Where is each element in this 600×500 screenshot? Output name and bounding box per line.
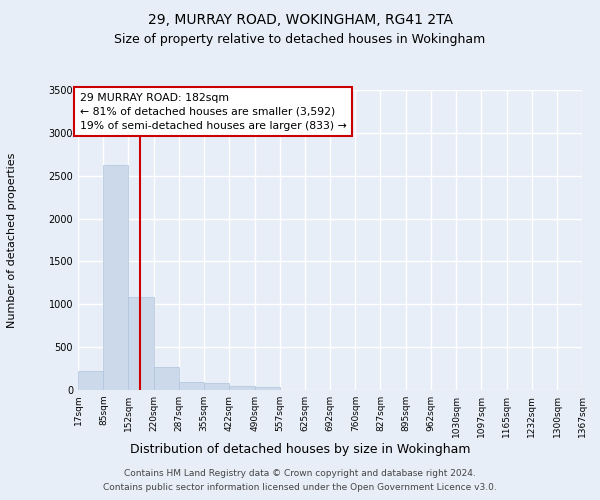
Text: Size of property relative to detached houses in Wokingham: Size of property relative to detached ho… — [115, 32, 485, 46]
Text: Number of detached properties: Number of detached properties — [7, 152, 17, 328]
Text: 29 MURRAY ROAD: 182sqm
← 81% of detached houses are smaller (3,592)
19% of semi-: 29 MURRAY ROAD: 182sqm ← 81% of detached… — [80, 92, 347, 130]
Bar — [229, 386, 254, 390]
Text: Contains HM Land Registry data © Crown copyright and database right 2024.: Contains HM Land Registry data © Crown c… — [124, 468, 476, 477]
Bar — [154, 367, 179, 390]
Bar — [204, 383, 229, 390]
Text: Distribution of detached houses by size in Wokingham: Distribution of detached houses by size … — [130, 442, 470, 456]
Bar — [128, 298, 154, 390]
Text: 29, MURRAY ROAD, WOKINGHAM, RG41 2TA: 29, MURRAY ROAD, WOKINGHAM, RG41 2TA — [148, 12, 452, 26]
Text: Contains public sector information licensed under the Open Government Licence v3: Contains public sector information licen… — [103, 484, 497, 492]
Bar — [179, 382, 204, 390]
Bar — [254, 388, 280, 390]
Bar — [103, 166, 128, 390]
Bar — [78, 371, 103, 390]
